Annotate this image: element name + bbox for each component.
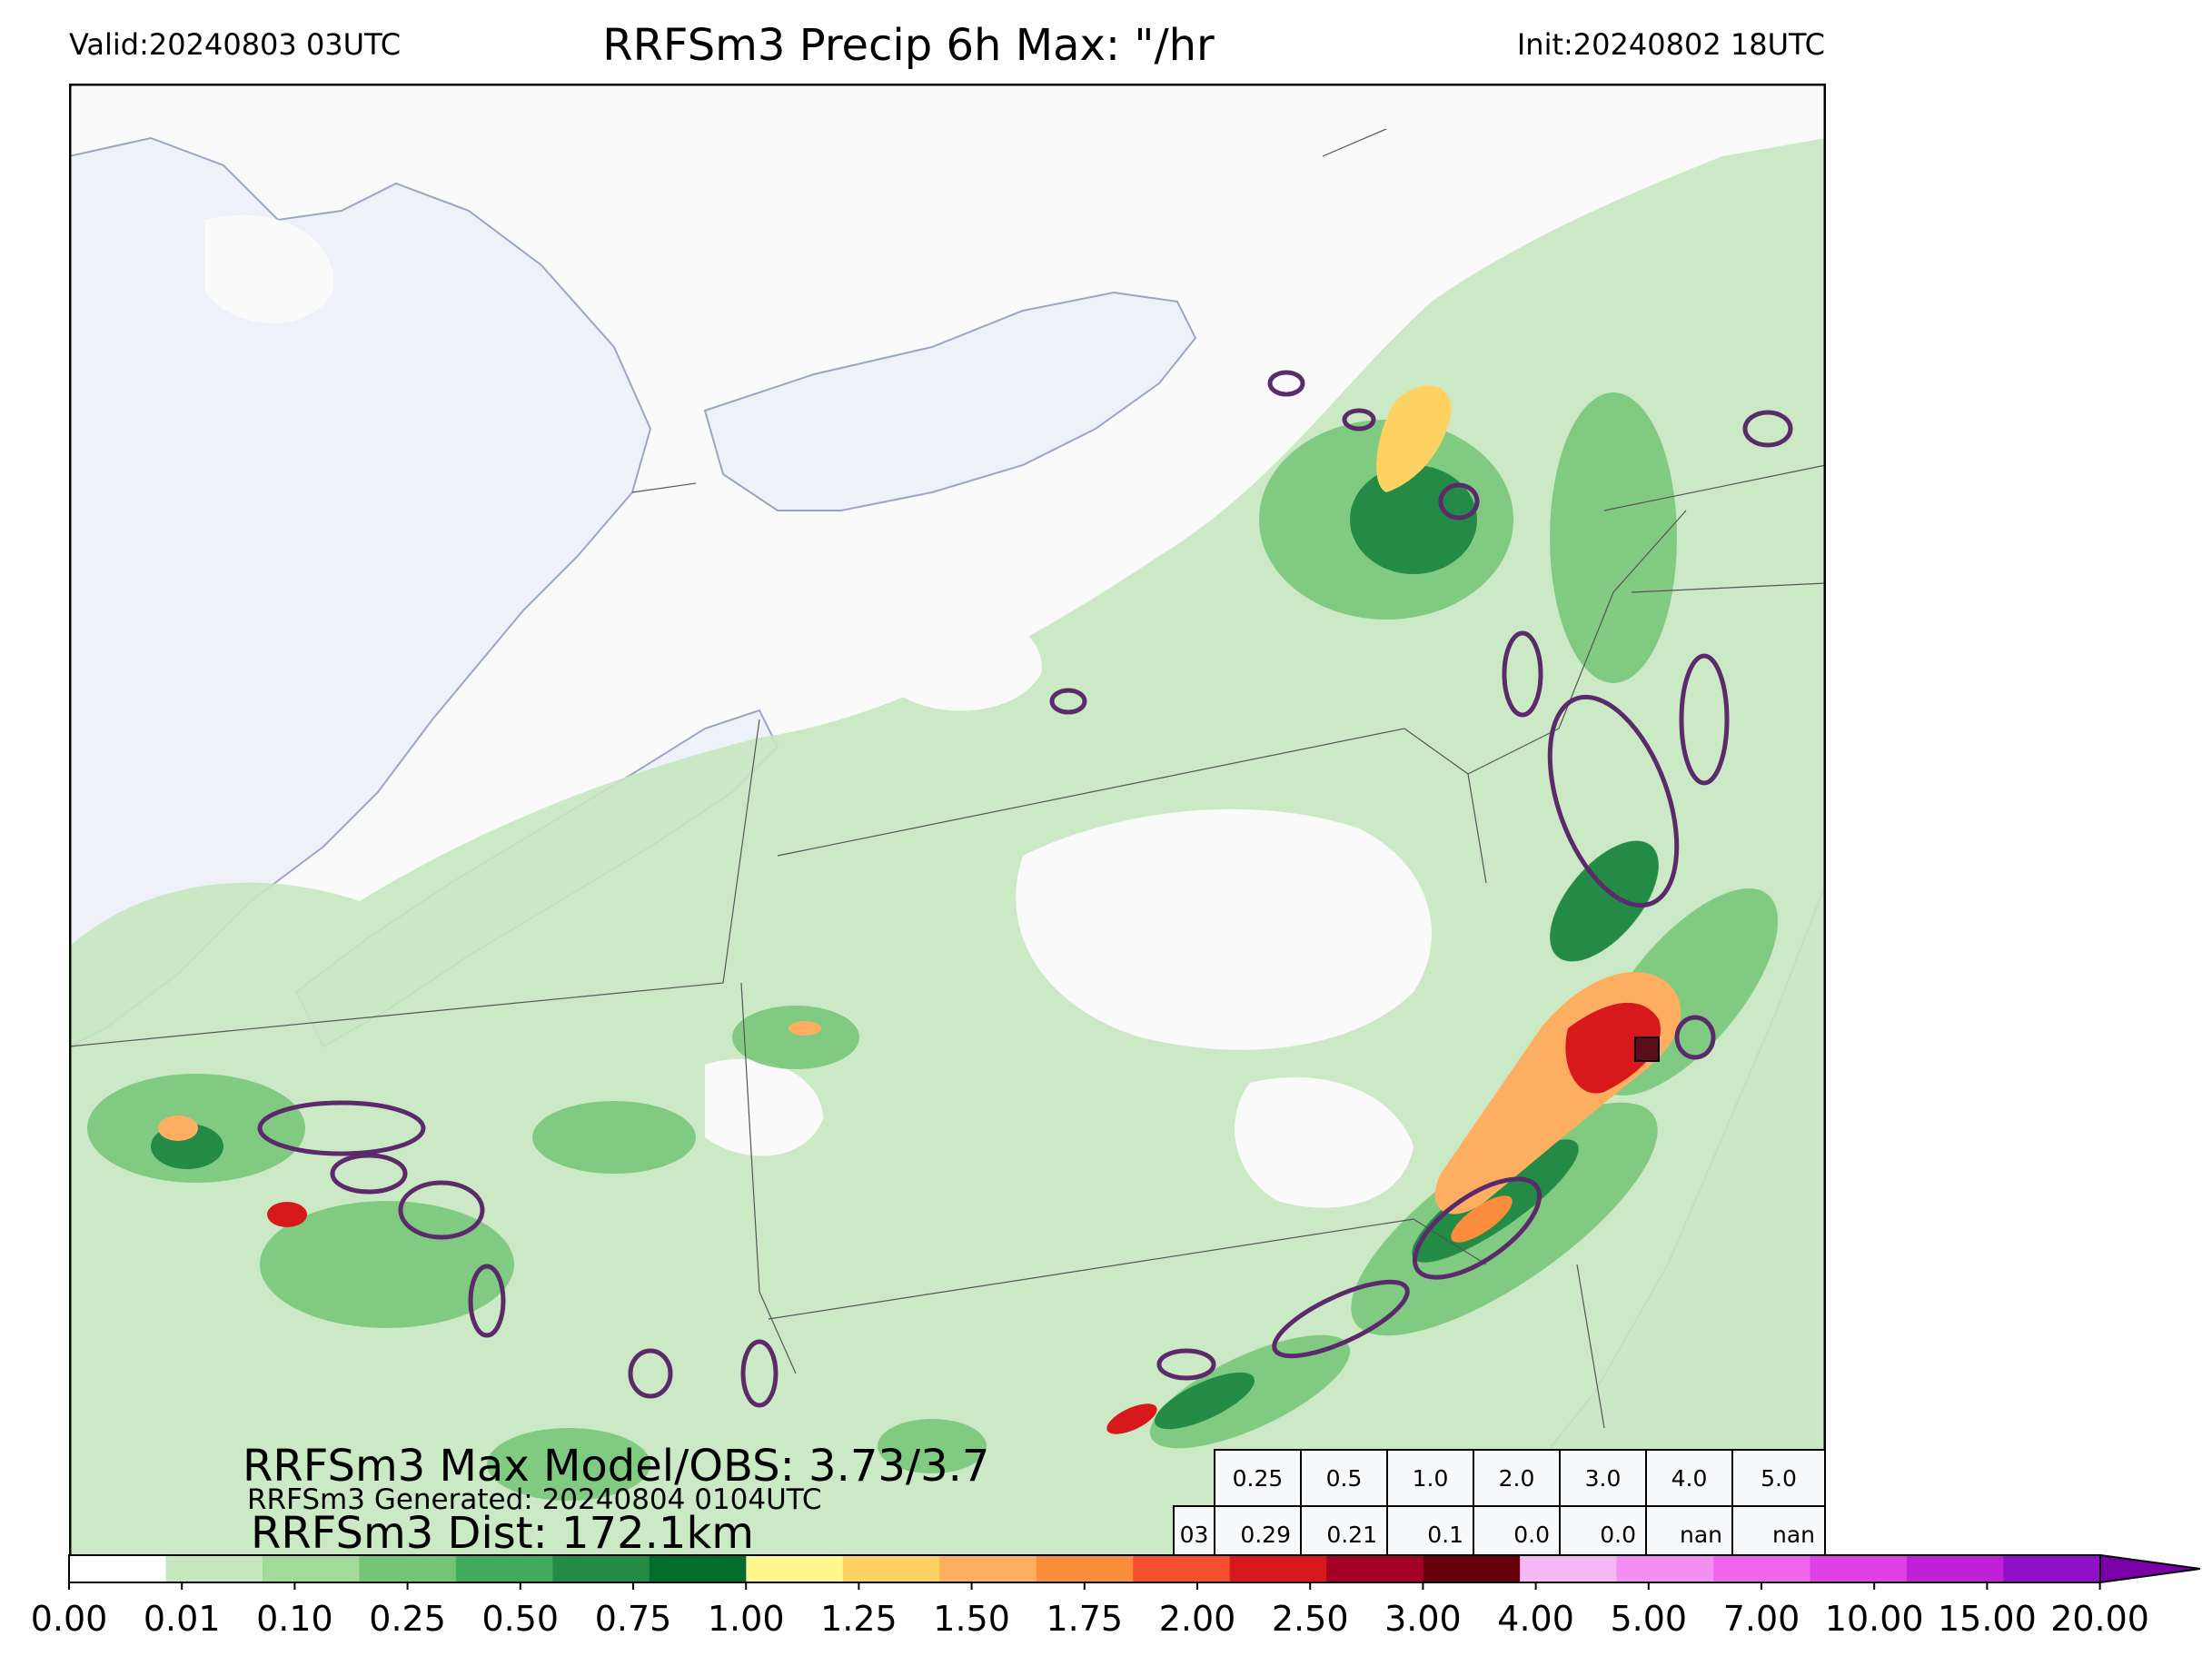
plot-title: RRFSm3 Precip 6h Max: "/hr	[602, 20, 1215, 71]
colorbar-tick-label: 0.00	[30, 1599, 108, 1639]
colorbar-tick-label: 2.00	[1158, 1599, 1236, 1639]
colorbar-tick-label: 0.10	[256, 1599, 333, 1639]
threshold-cell: 1.0	[1386, 1449, 1474, 1507]
init-time: Init:20240802 18UTC	[1516, 27, 1825, 62]
value-cell: 0.0	[1559, 1505, 1647, 1563]
precip-heavy	[158, 385, 1681, 1434]
value-cell: 0.21	[1300, 1505, 1388, 1563]
obs-contours	[257, 370, 1793, 1408]
colorbar-extend-arrow	[2099, 1553, 2201, 1584]
colorbar-segment	[1907, 1555, 2005, 1582]
distance-label: RRFSm3 Dist: 172.1km	[251, 1508, 755, 1559]
precip-light-holes	[205, 214, 1432, 1208]
generated-label: RRFSm3 Generated: 20240804 0104UTC	[247, 1483, 822, 1516]
colorbar-tick-label: 3.00	[1384, 1599, 1462, 1639]
valid-time: Valid:20240803 03UTC	[69, 27, 402, 62]
colorbar-tick-label: 20.00	[2050, 1599, 2149, 1639]
colorbar-tick-label: 5.00	[1610, 1599, 1688, 1639]
lake-ontario	[703, 291, 1197, 511]
colorbar-tick-label: 1.00	[707, 1599, 785, 1639]
precip-map	[69, 84, 1826, 1562]
max-model-obs-label: RRFSm3 Max Model/OBS: 3.73/3.7	[243, 1441, 990, 1492]
colorbar-tick-label: 1.50	[933, 1599, 1010, 1639]
colorbar-tick-label: 2.50	[1271, 1599, 1349, 1639]
value-cell: 0.0	[1473, 1505, 1561, 1563]
colorbar-tick-label: 0.01	[143, 1599, 221, 1639]
colorbar-tick-label: 0.50	[481, 1599, 560, 1639]
value-cell: nan	[1645, 1505, 1733, 1563]
colorbar-tick-label: 1.25	[820, 1599, 898, 1639]
obs-max-box	[1634, 1036, 1660, 1062]
colorbar-tick-label: 4.00	[1497, 1599, 1574, 1639]
value-cell: 0.1	[1386, 1505, 1474, 1563]
colorbar-tick-label: 1.75	[1046, 1599, 1124, 1639]
colorbar-tick-label: 0.25	[369, 1599, 446, 1639]
threshold-cell: 4.0	[1645, 1449, 1733, 1507]
colorbar-tick-label: 15.00	[1937, 1599, 2037, 1639]
political-borders	[69, 128, 1826, 1429]
value-cell: 0.29	[1214, 1505, 1302, 1563]
threshold-cell: 0.25	[1214, 1449, 1302, 1507]
threshold-cell: 5.0	[1731, 1449, 1826, 1507]
threshold-cell: 0.5	[1300, 1449, 1388, 1507]
colorbar-segment	[2003, 1555, 2101, 1582]
colorbar-tick-label: 7.00	[1722, 1599, 1800, 1639]
colorbar-tick-label: 10.00	[1824, 1599, 1924, 1639]
row-label-cell: 03	[1173, 1505, 1215, 1563]
threshold-cell: 2.0	[1473, 1449, 1561, 1507]
colorbar-tick-label: 0.75	[594, 1599, 672, 1639]
value-cell: nan	[1731, 1505, 1826, 1563]
threshold-cell: 3.0	[1559, 1449, 1647, 1507]
